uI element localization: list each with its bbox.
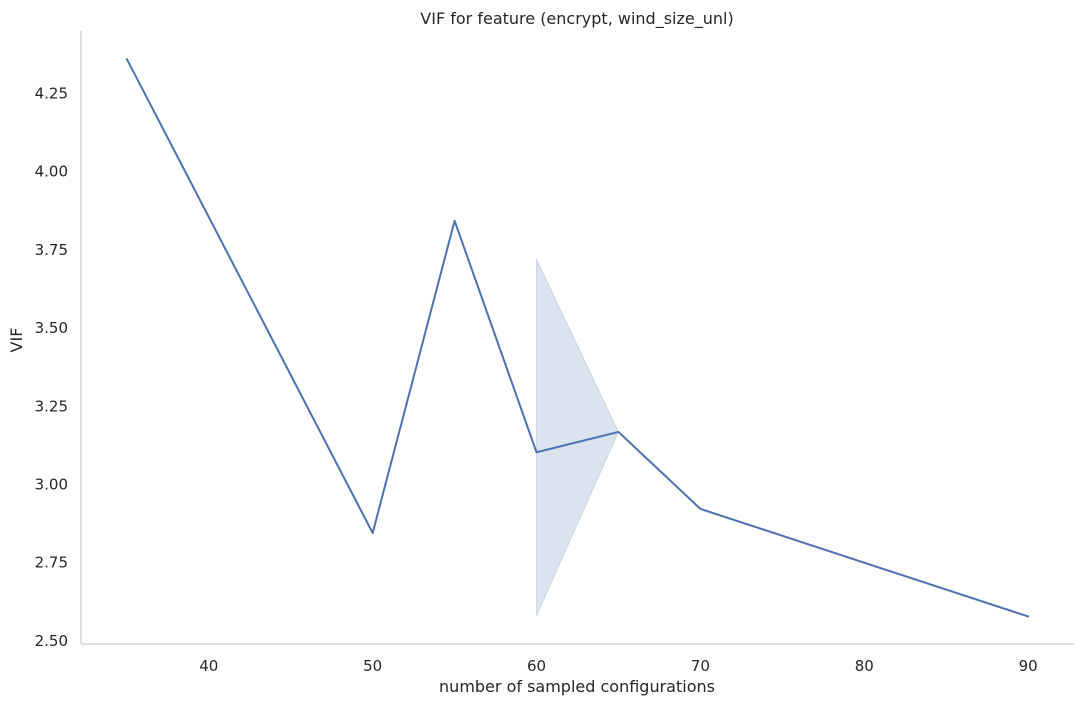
y-tick-label: 4.00	[35, 163, 68, 181]
y-tick-label: 3.25	[35, 397, 68, 415]
x-axis-label: number of sampled configurations	[439, 677, 715, 696]
y-tick-label: 3.50	[35, 319, 68, 337]
y-tick-label: 3.00	[35, 475, 68, 493]
y-tick-labels: 2.50 2.75 3.00 3.25 3.50 3.75 4.00 4.25	[35, 85, 68, 650]
chart-title: VIF for feature (encrypt, wind_size_unl)	[420, 9, 733, 29]
x-tick-labels: 40 50 60 70 80 90	[199, 657, 1037, 675]
y-tick-label: 2.50	[35, 632, 68, 650]
series-line-0	[125, 58, 1030, 618]
y-axis-label: VIF	[7, 328, 26, 353]
x-tick-label: 70	[691, 657, 710, 675]
series-line-layer	[125, 58, 1030, 618]
confidence-band	[536, 259, 620, 617]
x-tick-label: 90	[1019, 657, 1038, 675]
y-tick-label: 3.75	[35, 241, 68, 259]
confidence-band-layer	[536, 259, 620, 617]
x-tick-label: 50	[363, 657, 382, 675]
x-tick-label: 60	[527, 657, 546, 675]
x-tick-label: 80	[855, 657, 874, 675]
x-tick-label: 40	[199, 657, 218, 675]
y-tick-label: 2.75	[35, 554, 68, 572]
y-tick-label: 4.25	[35, 85, 68, 103]
